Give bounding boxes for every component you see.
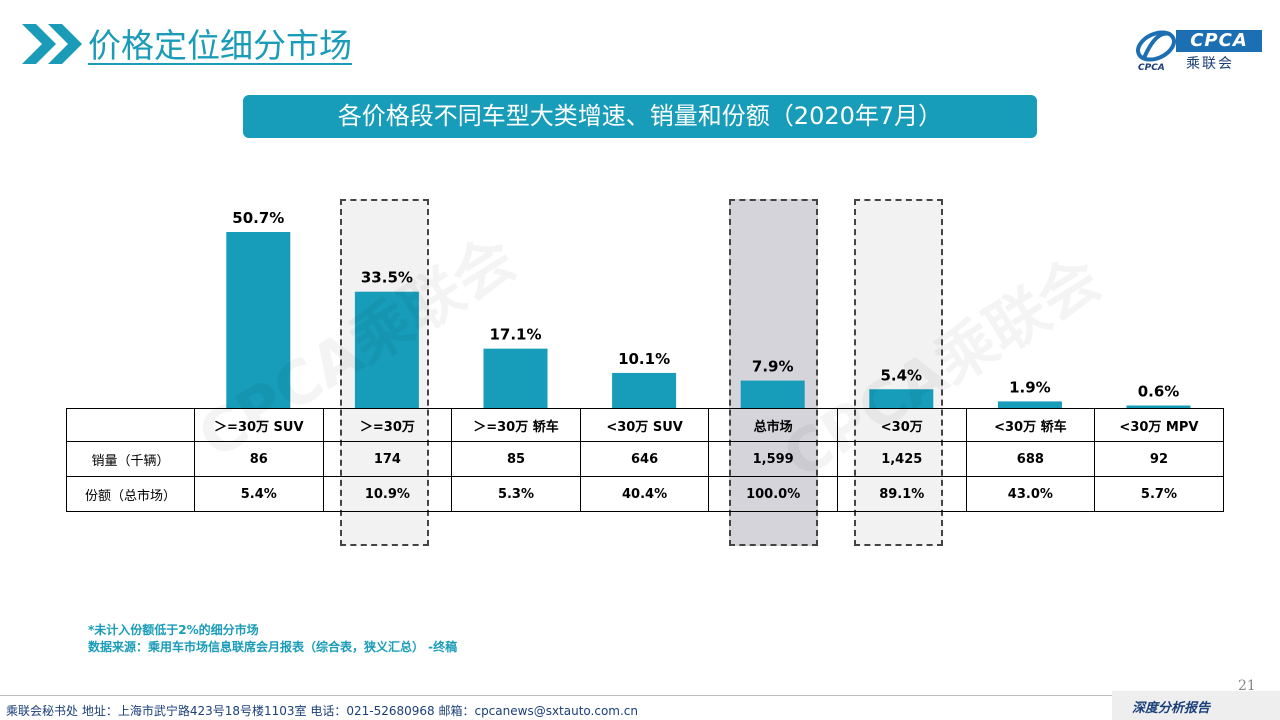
data-label-2: 17.1% xyxy=(489,326,541,344)
bar-6 xyxy=(997,401,1062,408)
table-cell-1-5: 89.1% xyxy=(836,476,967,512)
footer-contact: 乘联会秘书处 地址：上海市武宁路423号18号楼1103室 电话：021-526… xyxy=(6,704,639,718)
table-cell-1-0: 5.4% xyxy=(194,476,324,512)
table-cell-1-4: 100.0% xyxy=(708,476,838,512)
row-label-0: 销量（千辆） xyxy=(66,441,195,477)
category-label-3: <30万 SUV xyxy=(579,408,710,442)
table-cell-1-3: 40.4% xyxy=(579,476,710,512)
table-header-row: ＞=30万 SUV ＞=30万 ＞=30万 轿车 <30万 SUV 总市场 <30万 <30… xyxy=(66,408,1224,442)
bar-7 xyxy=(1126,405,1191,408)
category-label-2: ＞=30万 轿车 xyxy=(451,408,581,442)
data-table: ＞=30万 SUV ＞=30万 ＞=30万 轿车 <30万 SUV 总市场 <30万 <30… xyxy=(66,408,1224,512)
category-label-0: ＞=30万 SUV xyxy=(194,408,324,442)
table-cell-0-7: 92 xyxy=(1094,441,1224,477)
category-label-6: <30万 轿车 xyxy=(965,408,1096,442)
category-label-1: ＞=30万 xyxy=(322,408,453,442)
table-corner-cell xyxy=(66,408,195,442)
bar-0 xyxy=(226,232,291,408)
category-label-4: 总市场 xyxy=(708,408,838,442)
bar-5 xyxy=(869,389,934,408)
data-label-5: 5.4% xyxy=(880,366,922,384)
footer-report-label: 深度分析报告 xyxy=(1132,701,1211,716)
footnote: *未计入份额低于2%的细分市场 数据来源：乘用车市场信息联席会月报表（综合表，狭… xyxy=(88,622,457,656)
table-cell-1-6: 43.0% xyxy=(965,476,1096,512)
data-label-3: 10.1% xyxy=(618,350,670,368)
footnote-source: 数据来源：乘用车市场信息联席会月报表（综合表，狭义汇总） -终稿 xyxy=(88,640,458,654)
data-label-6: 1.9% xyxy=(1009,378,1051,396)
bar-2 xyxy=(483,348,548,408)
table-cell-0-5: 1,425 xyxy=(836,441,967,477)
table-cell-1-7: 5.7% xyxy=(1094,476,1224,512)
cpca-emblem-icon: CPCA xyxy=(1136,30,1176,72)
table-cell-1-2: 5.3% xyxy=(451,476,581,512)
table-cell-0-2: 85 xyxy=(451,441,581,477)
cpca-logo: CPCA CPCA 乘联会 xyxy=(1134,24,1262,72)
data-label-7: 0.6% xyxy=(1138,383,1180,401)
footer-divider xyxy=(0,695,1280,696)
table-cell-0-0: 86 xyxy=(194,441,324,477)
chart-banner-title: 各价格段不同车型大类增速、销量和份额（2020年7月） xyxy=(243,95,1037,138)
footer-report-tag: 深度分析报告 xyxy=(1112,691,1280,720)
table-cell-0-1: 174 xyxy=(322,441,453,477)
data-label-1: 33.5% xyxy=(361,269,413,287)
logo-text: CPCA xyxy=(1176,30,1262,52)
table-cell-1-1: 10.9% xyxy=(322,476,453,512)
bar-1 xyxy=(354,291,419,408)
table-cell-0-3: 646 xyxy=(579,441,710,477)
logo-subtitle: 乘联会 xyxy=(1186,56,1234,72)
category-label-5: <30万 xyxy=(836,408,967,442)
footnote-line-1: *未计入份额低于2%的细分市场 xyxy=(88,623,259,637)
page-number: 21 xyxy=(1238,678,1256,694)
data-label-4: 7.9% xyxy=(752,358,794,376)
header-chevron-icon xyxy=(22,24,82,64)
page-title: 价格定位细分市场 xyxy=(88,26,352,65)
table-cell-0-6: 688 xyxy=(965,441,1096,477)
table-cell-0-4: 1,599 xyxy=(708,441,838,477)
table-row: 份额（总市场） 5.4% 10.9% 5.3% 40.4% 100.0% 89.1% 43.0… xyxy=(66,476,1224,512)
category-label-7: <30万 MPV xyxy=(1094,408,1224,442)
logo-small-text: CPCA xyxy=(1138,63,1165,72)
data-label-0: 50.7% xyxy=(232,209,284,227)
row-label-1: 份额（总市场） xyxy=(66,476,195,512)
bar-3 xyxy=(612,372,677,408)
bar-4 xyxy=(740,380,805,408)
table-row: 销量（千辆） 86 174 85 646 1,599 1,425 688 92 xyxy=(66,441,1224,477)
